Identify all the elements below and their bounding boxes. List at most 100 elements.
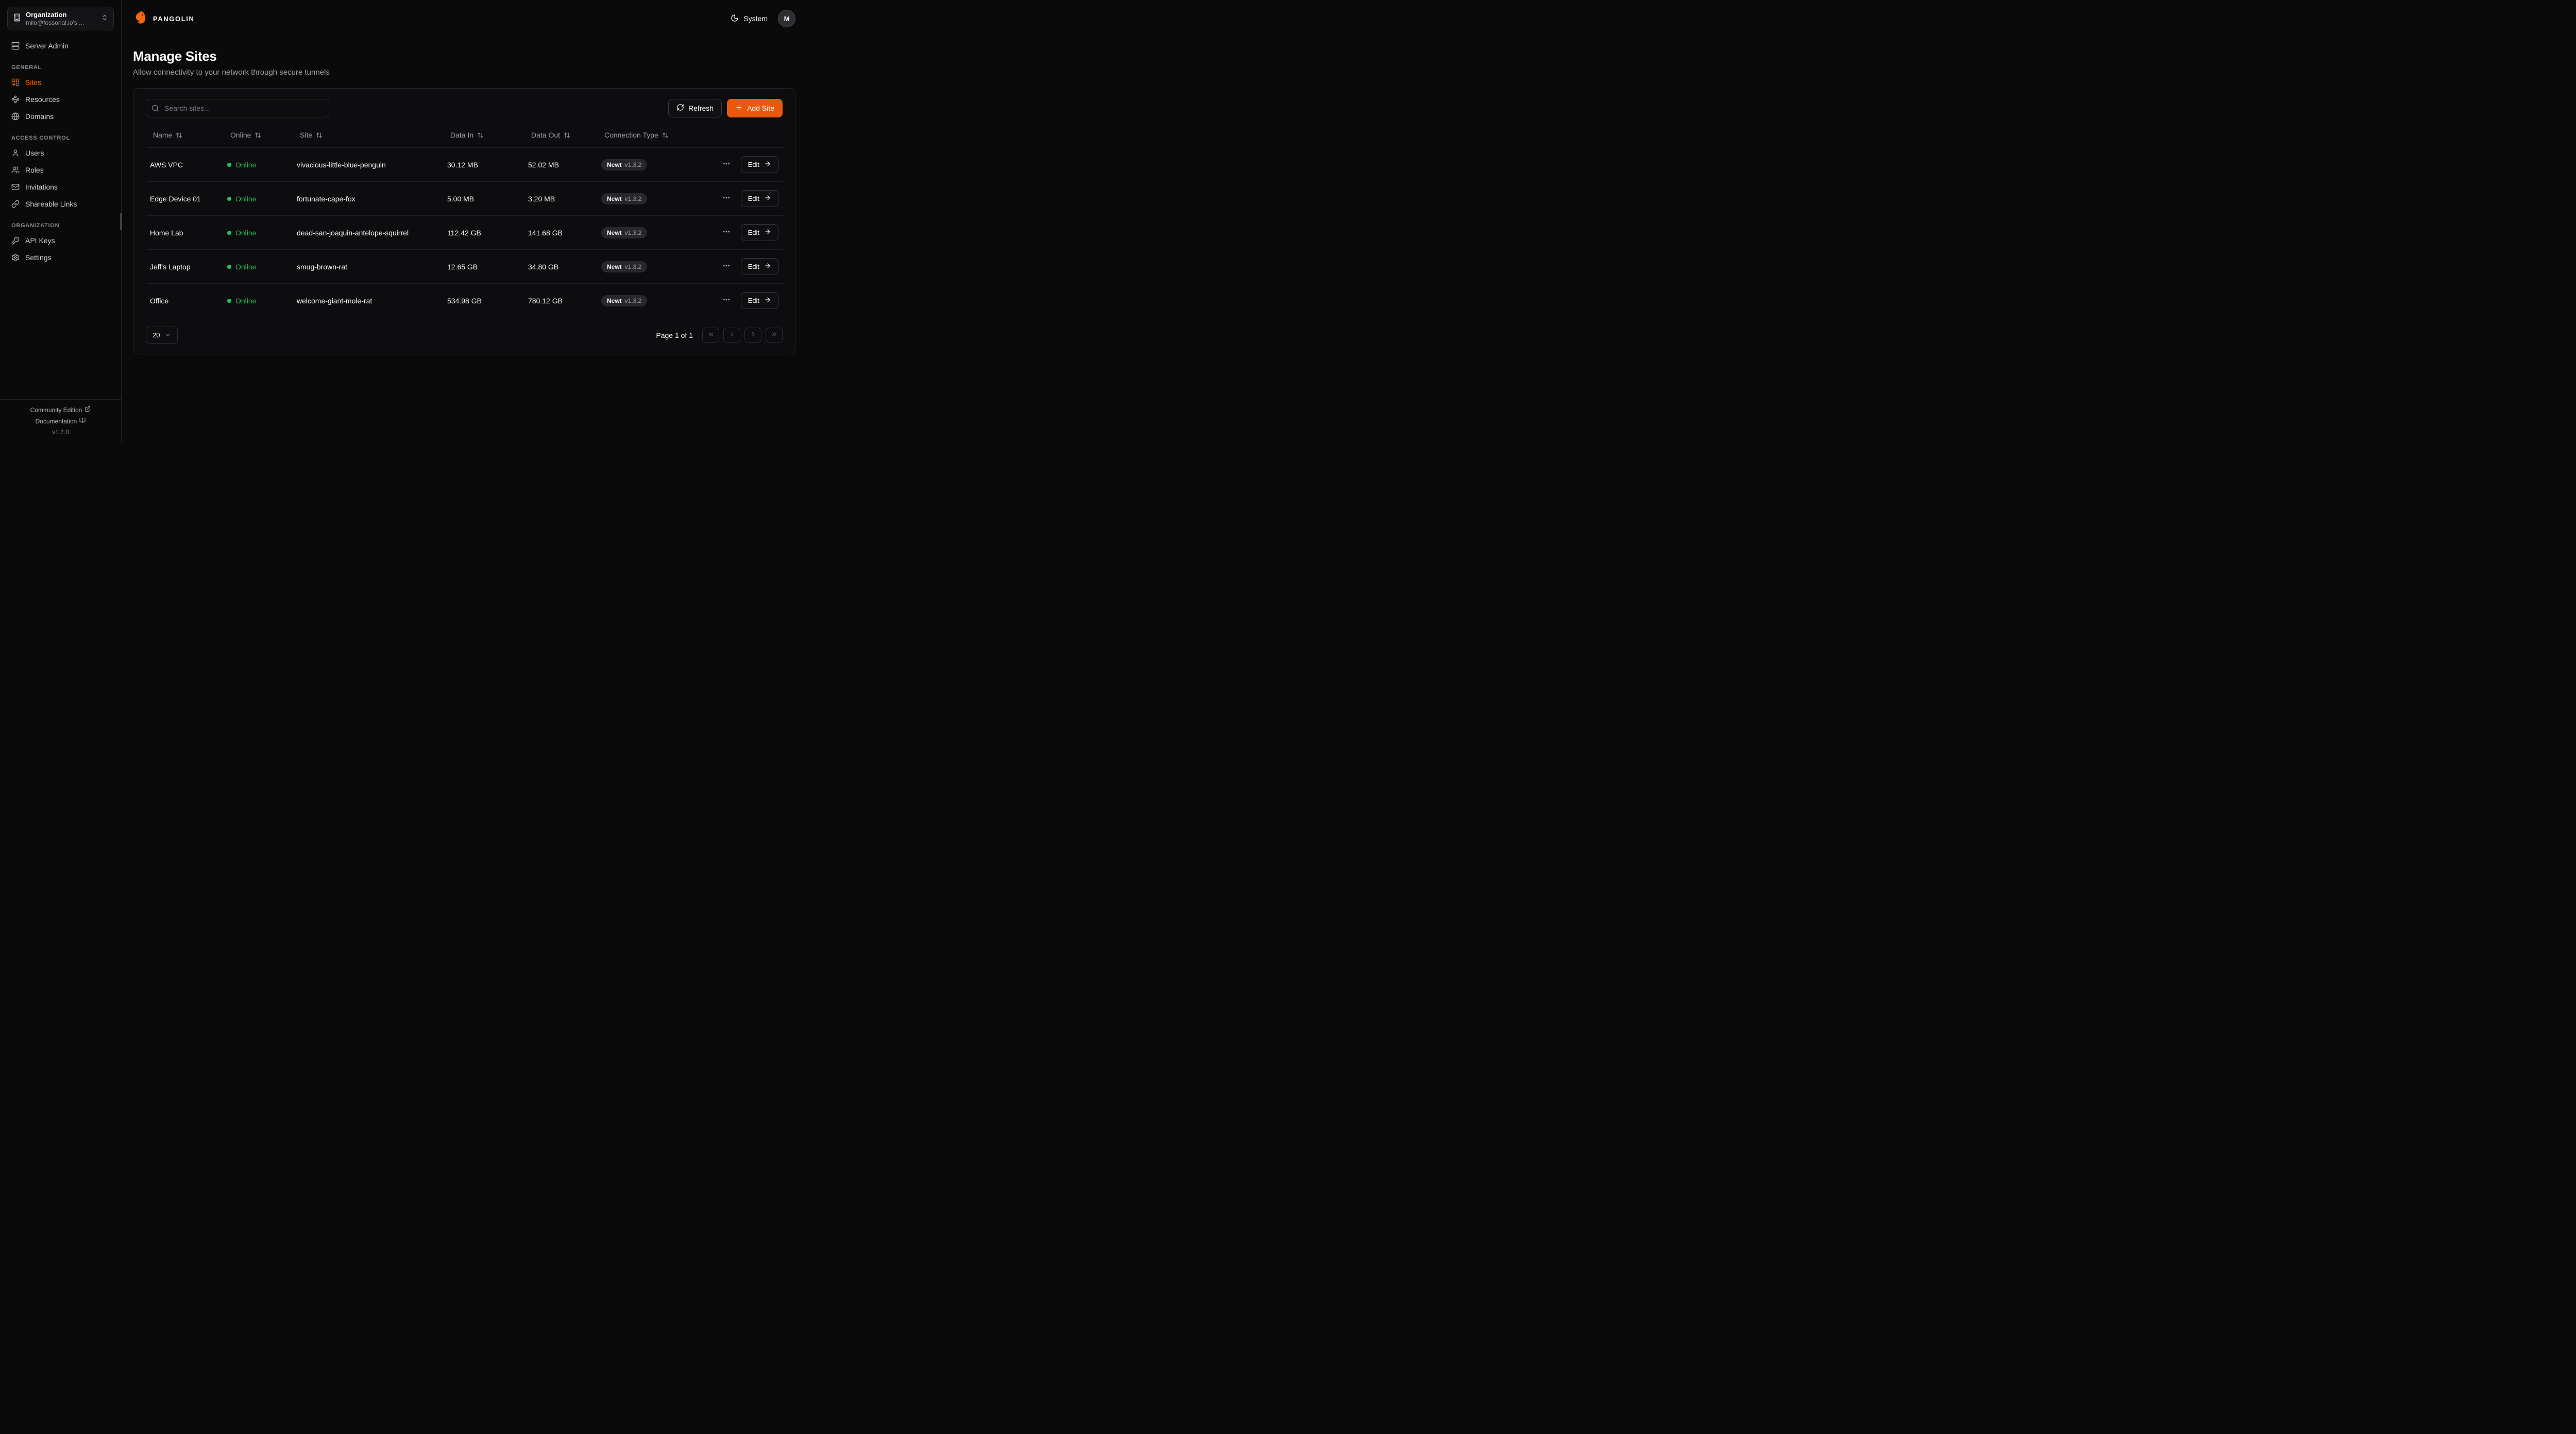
connection-type-version: v1.3.2: [624, 263, 642, 270]
connection-type-badge: Newt v1.3.2: [601, 227, 648, 238]
sort-button-data-in[interactable]: Data In: [447, 130, 487, 140]
data-out-value: 34.80 GB: [528, 262, 559, 271]
sidebar-item-settings[interactable]: Settings: [7, 249, 114, 266]
users-icon: [11, 166, 20, 174]
online-dot-icon: [227, 299, 231, 303]
sort-button-name[interactable]: Name: [150, 130, 185, 140]
theme-toggle-button[interactable]: System: [731, 14, 768, 24]
row-actions: Edit: [723, 224, 778, 241]
sidebar-item-invitations[interactable]: Invitations: [7, 179, 114, 195]
sidebar-item-label: Settings: [25, 253, 52, 262]
row-actions: Edit: [723, 292, 778, 309]
data-in-value: 112.42 GB: [447, 228, 481, 237]
sort-button-data-out[interactable]: Data Out: [528, 130, 573, 140]
sidebar-item-server-admin[interactable]: Server Admin: [7, 38, 114, 54]
org-selector[interactable]: Organization milo@fossorial.io's ...: [7, 7, 114, 31]
edit-site-button[interactable]: Edit: [740, 224, 778, 241]
table-row: Jeff's Laptop Online smug-brown-rat 12.6…: [146, 249, 783, 284]
globe-icon: [11, 112, 20, 121]
sidebar-item-label: Invitations: [25, 183, 58, 192]
site-name: Home Lab: [150, 228, 183, 237]
sidebar-item-sites[interactable]: Sites: [7, 74, 114, 91]
section-label-organization: ORGANIZATION: [11, 223, 60, 229]
sidebar-item-roles[interactable]: Roles: [7, 162, 114, 178]
chevrons-left-icon: [707, 331, 715, 339]
pager-buttons: [702, 328, 783, 343]
brand-name: PANGOLIN: [153, 14, 195, 23]
pager: Page 1 of 1: [656, 328, 783, 343]
community-edition-link[interactable]: Community Edition: [30, 406, 91, 414]
refresh-button[interactable]: Refresh: [668, 99, 722, 117]
site-name: Office: [150, 296, 169, 305]
chevron-left-icon: [728, 331, 736, 339]
row-menu-button[interactable]: [720, 294, 733, 308]
external-link-icon: [84, 406, 91, 414]
sites-card: Refresh Add Site: [133, 88, 795, 354]
data-in-value: 534.98 GB: [447, 296, 482, 305]
connection-type-name: Newt: [607, 161, 622, 168]
column-header-label: Name: [153, 131, 173, 139]
edit-site-button[interactable]: Edit: [740, 156, 778, 173]
last-page-button[interactable]: [766, 328, 783, 343]
section-label-general: GENERAL: [11, 64, 42, 71]
edit-site-button[interactable]: Edit: [740, 258, 778, 275]
sidebar-footer: Community Edition Documentation v1.7.0: [0, 399, 121, 443]
avatar-initial: M: [784, 14, 790, 23]
sort-button-site[interactable]: Site: [297, 130, 326, 140]
first-page-button[interactable]: [702, 328, 719, 343]
online-dot-icon: [227, 231, 231, 235]
connection-type-name: Newt: [607, 297, 622, 304]
ellipsis-icon: [722, 194, 731, 203]
online-status: Online: [227, 229, 256, 237]
edit-site-button[interactable]: Edit: [740, 292, 778, 309]
table-header-row: Name Online Site Data In Data Out Connec…: [146, 126, 783, 148]
add-site-button[interactable]: Add Site: [727, 99, 783, 117]
app-root: Organization milo@fossorial.io's ... Ser…: [0, 0, 808, 443]
pangolin-logo-icon: [133, 10, 148, 28]
row-actions: Edit: [723, 156, 778, 173]
column-header-label: Site: [300, 131, 313, 139]
brand-logo-link[interactable]: PANGOLIN: [133, 10, 194, 28]
sort-button-online[interactable]: Online: [227, 130, 264, 140]
site-slug: fortunate-cape-fox: [297, 194, 355, 203]
toolbar-actions: Refresh Add Site: [668, 99, 783, 117]
search-input[interactable]: [146, 99, 329, 117]
avatar[interactable]: M: [778, 10, 795, 27]
row-menu-button[interactable]: [720, 158, 733, 172]
sort-button-connection-type[interactable]: Connection Type: [601, 130, 672, 140]
sidebar-item-label: Sites: [25, 78, 42, 87]
refresh-icon: [676, 104, 684, 113]
online-status: Online: [227, 297, 256, 305]
version-label: v1.7.0: [52, 429, 69, 436]
sidebar-resize-handle[interactable]: [120, 213, 122, 230]
previous-page-button[interactable]: [723, 328, 740, 343]
sidebar-item-domains[interactable]: Domains: [7, 108, 114, 125]
topbar-right: System M: [731, 10, 795, 27]
edit-button-label: Edit: [748, 195, 759, 202]
sidebar: Organization milo@fossorial.io's ... Ser…: [0, 0, 122, 443]
connection-type-badge: Newt v1.3.2: [601, 295, 648, 306]
edit-button-label: Edit: [748, 229, 759, 236]
online-status: Online: [227, 161, 256, 169]
sidebar-item-api-keys[interactable]: API Keys: [7, 232, 114, 249]
site-slug: vivacious-little-blue-penguin: [297, 160, 386, 169]
row-menu-button[interactable]: [720, 226, 733, 240]
actions-column-header: [727, 126, 783, 148]
sidebar-item-shareable-links[interactable]: Shareable Links: [7, 196, 114, 212]
sort-icon: [316, 132, 323, 139]
edit-site-button[interactable]: Edit: [740, 190, 778, 207]
next-page-button[interactable]: [744, 328, 761, 343]
connection-type-name: Newt: [607, 195, 622, 202]
documentation-label: Documentation: [35, 417, 77, 425]
book-icon: [79, 417, 86, 425]
page-size-select[interactable]: 20: [146, 327, 178, 344]
column-header-label: Connection Type: [604, 131, 658, 139]
org-subtitle: milo@fossorial.io's ...: [26, 19, 84, 27]
documentation-link[interactable]: Documentation: [36, 417, 86, 425]
sidebar-item-resources[interactable]: Resources: [7, 91, 114, 108]
row-menu-button[interactable]: [720, 260, 733, 274]
data-out-value: 141.68 GB: [528, 228, 563, 237]
data-out-value: 780.12 GB: [528, 296, 563, 305]
row-menu-button[interactable]: [720, 192, 733, 206]
sidebar-item-users[interactable]: Users: [7, 145, 114, 161]
